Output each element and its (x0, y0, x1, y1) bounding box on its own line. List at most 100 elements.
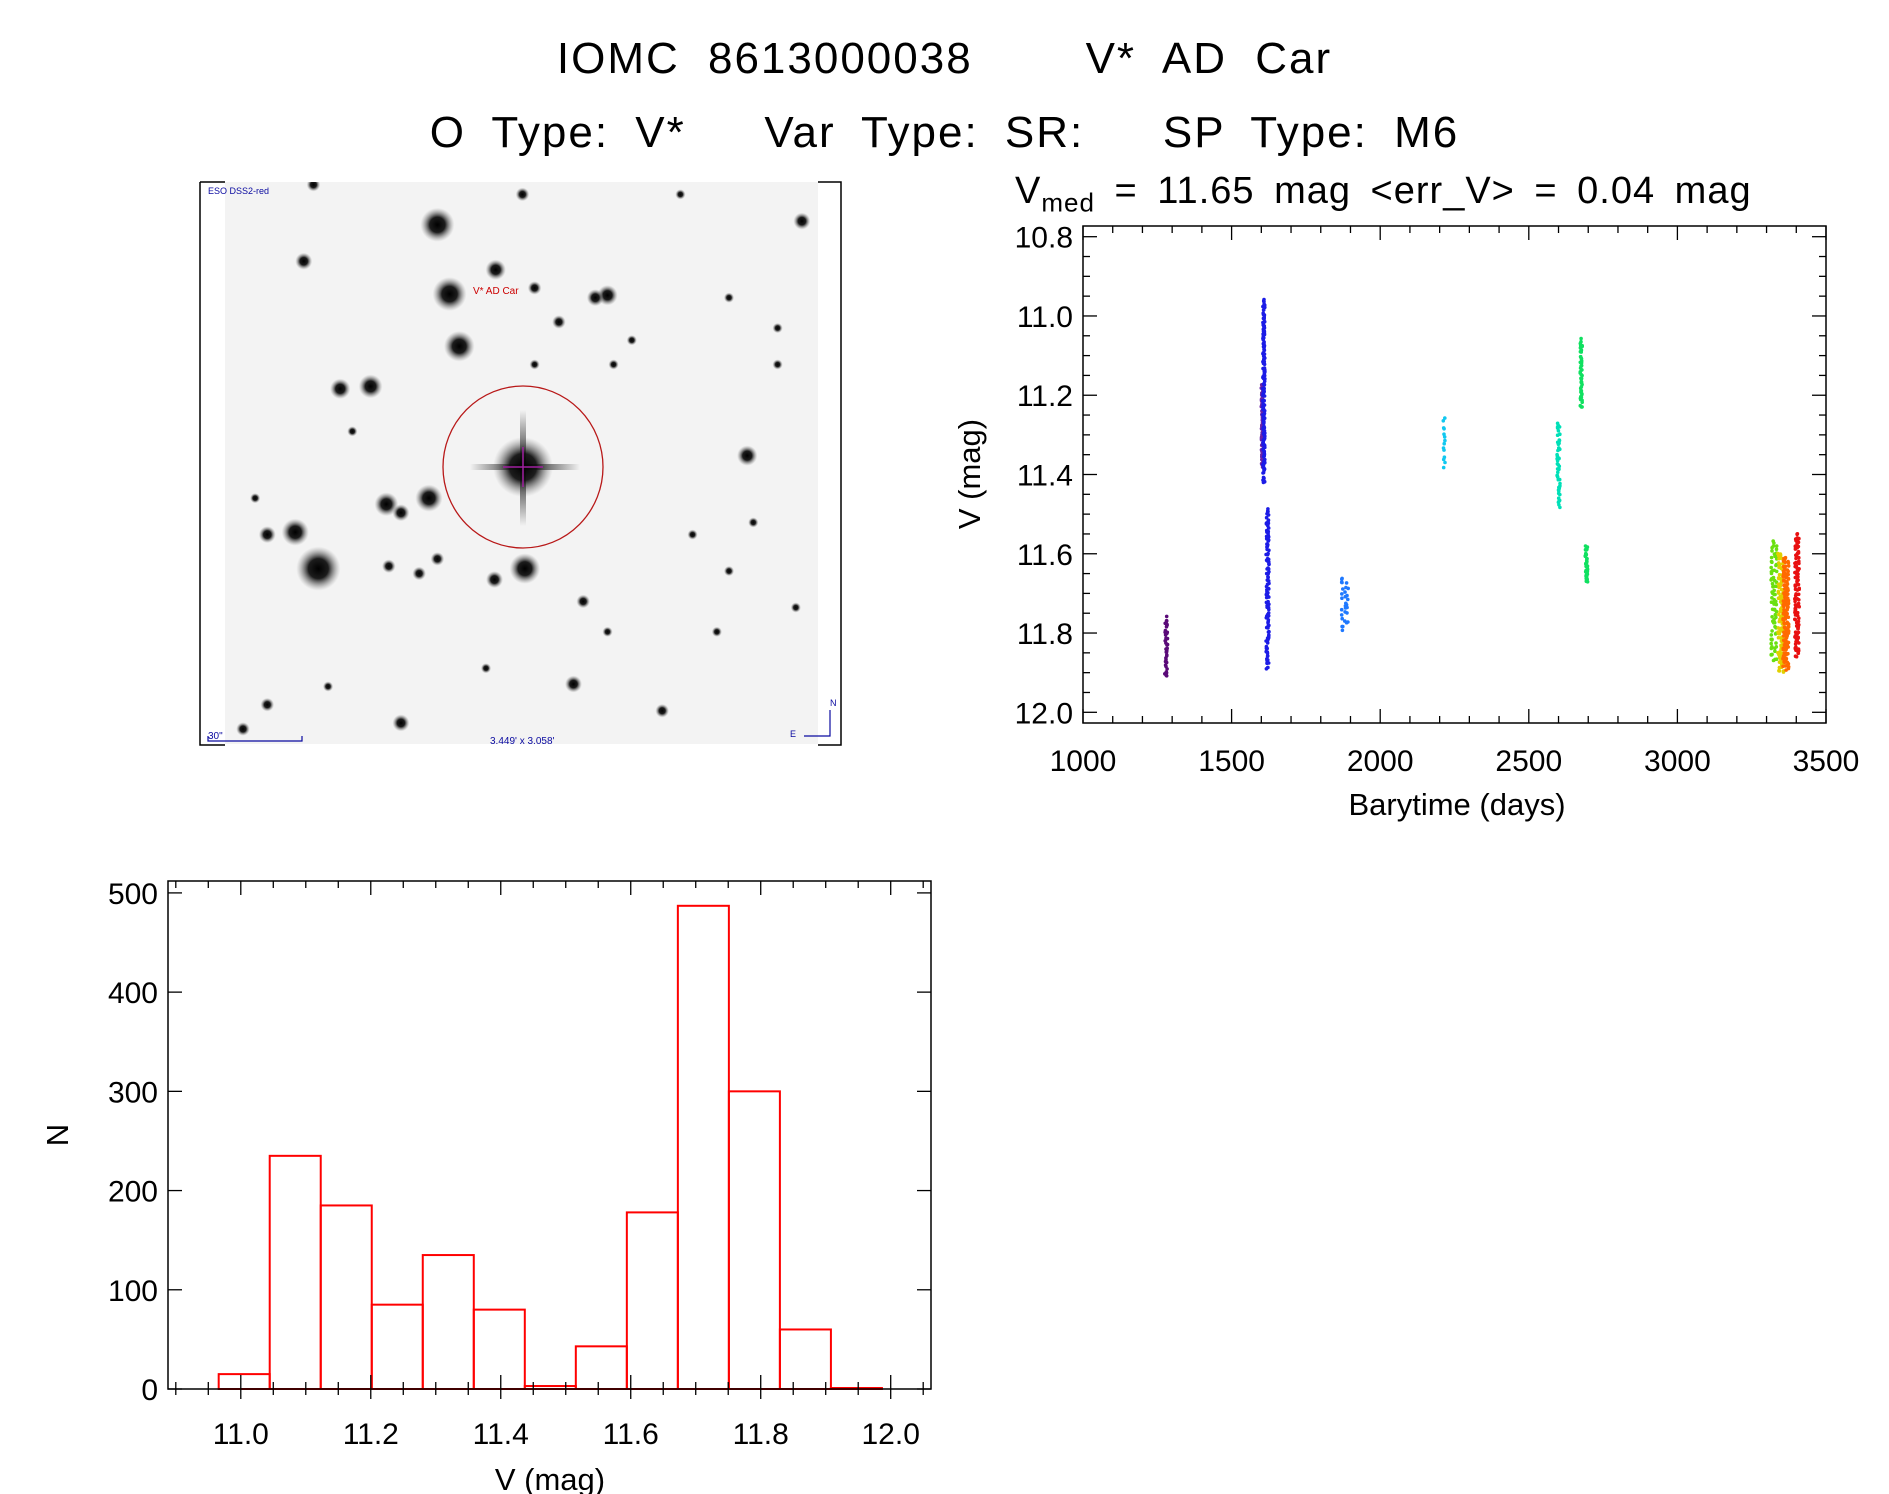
data-point (1797, 604, 1801, 609)
data-point (1769, 641, 1773, 646)
data-point (1774, 602, 1779, 607)
histogram-bar (727, 1090, 781, 1390)
data-point (1770, 629, 1774, 633)
data-point (1557, 441, 1561, 446)
star (486, 571, 504, 589)
data-point (1770, 549, 1774, 553)
data-point (1782, 660, 1786, 664)
data-point (1781, 634, 1786, 638)
star (281, 518, 309, 546)
data-point (1261, 413, 1265, 417)
data-point (1261, 345, 1266, 349)
data-point (1266, 574, 1270, 579)
data-point (1580, 405, 1584, 409)
data-point (1772, 541, 1776, 545)
star (260, 697, 275, 712)
data-point (1794, 648, 1798, 652)
data-point (1344, 620, 1349, 625)
data-point (1781, 559, 1786, 563)
data-point (1770, 645, 1774, 649)
data-point (1580, 400, 1584, 405)
data-point (1267, 562, 1271, 566)
star (748, 517, 759, 528)
star (420, 207, 455, 242)
data-point (1778, 636, 1783, 640)
data-point (1797, 616, 1801, 620)
star (586, 289, 604, 307)
data-point (1265, 651, 1270, 655)
star (432, 277, 467, 312)
data-point (1795, 579, 1799, 584)
data-point (1339, 580, 1344, 584)
data-point (1584, 576, 1588, 581)
star (358, 374, 383, 399)
data-point (1795, 588, 1800, 592)
data-point (1795, 532, 1799, 536)
data-point (1770, 581, 1775, 586)
x-tick-label: 3000 (1644, 745, 1711, 778)
star (374, 492, 399, 517)
y-tick-label: 11.2 (1017, 380, 1073, 413)
data-point (1793, 642, 1798, 646)
data-point (1340, 576, 1344, 581)
star (306, 182, 321, 192)
star (626, 335, 637, 346)
data-point (1343, 606, 1348, 610)
north-label: N (830, 698, 837, 708)
data-point (1793, 547, 1798, 551)
data-point (1793, 599, 1797, 604)
star (687, 529, 698, 540)
star (723, 292, 735, 303)
data-point (1346, 586, 1350, 591)
data-point (1555, 467, 1560, 471)
data-point (1555, 426, 1560, 430)
data-point (1163, 633, 1168, 637)
data-point (1266, 539, 1270, 543)
star (322, 681, 334, 692)
data-point (1265, 646, 1269, 651)
data-point (1770, 637, 1774, 642)
y-tick-label: 300 (108, 1076, 158, 1109)
data-point (1778, 596, 1783, 601)
data-point (1774, 544, 1779, 548)
star (793, 212, 811, 230)
histogram-bar (778, 1328, 832, 1390)
data-point (1441, 457, 1446, 462)
data-point (1165, 643, 1169, 647)
star (236, 722, 250, 736)
data-point (1773, 646, 1777, 651)
data-point (1772, 568, 1776, 573)
data-point (1782, 601, 1786, 606)
data-point (1265, 654, 1270, 658)
data-point (1265, 578, 1270, 582)
histogram-bar (625, 1211, 679, 1390)
data-point (1793, 607, 1798, 612)
data-point (1340, 616, 1344, 621)
data-point (1774, 547, 1779, 551)
data-point (1266, 526, 1271, 530)
data-point (1267, 595, 1271, 599)
scale-label: 30" (208, 731, 223, 742)
data-point (1262, 382, 1267, 387)
data-point (1442, 432, 1446, 437)
data-point (1797, 641, 1801, 645)
data-point (1262, 313, 1267, 317)
histogram-bar (676, 904, 730, 1390)
y-tick-label: 10.8 (1015, 222, 1073, 255)
star (509, 553, 541, 584)
data-point (1339, 607, 1344, 612)
data-point (1777, 619, 1782, 624)
data-point (1769, 600, 1774, 604)
data-point (1777, 565, 1781, 570)
star (552, 315, 566, 329)
data-point (1265, 641, 1270, 645)
x-tick-label: 11.8 (733, 1418, 789, 1451)
histogram-plot: 11.0 11.2 11.4 11.6 11.8 12.0 0 100 200 300 400 500… (40, 878, 932, 1494)
data-point (1773, 649, 1777, 653)
data-point (1579, 372, 1583, 377)
data-point (1796, 540, 1801, 545)
data-point (1793, 593, 1798, 598)
data-point (1263, 434, 1267, 439)
histogram-bar (370, 1303, 424, 1390)
histogram-bar (217, 1373, 271, 1390)
